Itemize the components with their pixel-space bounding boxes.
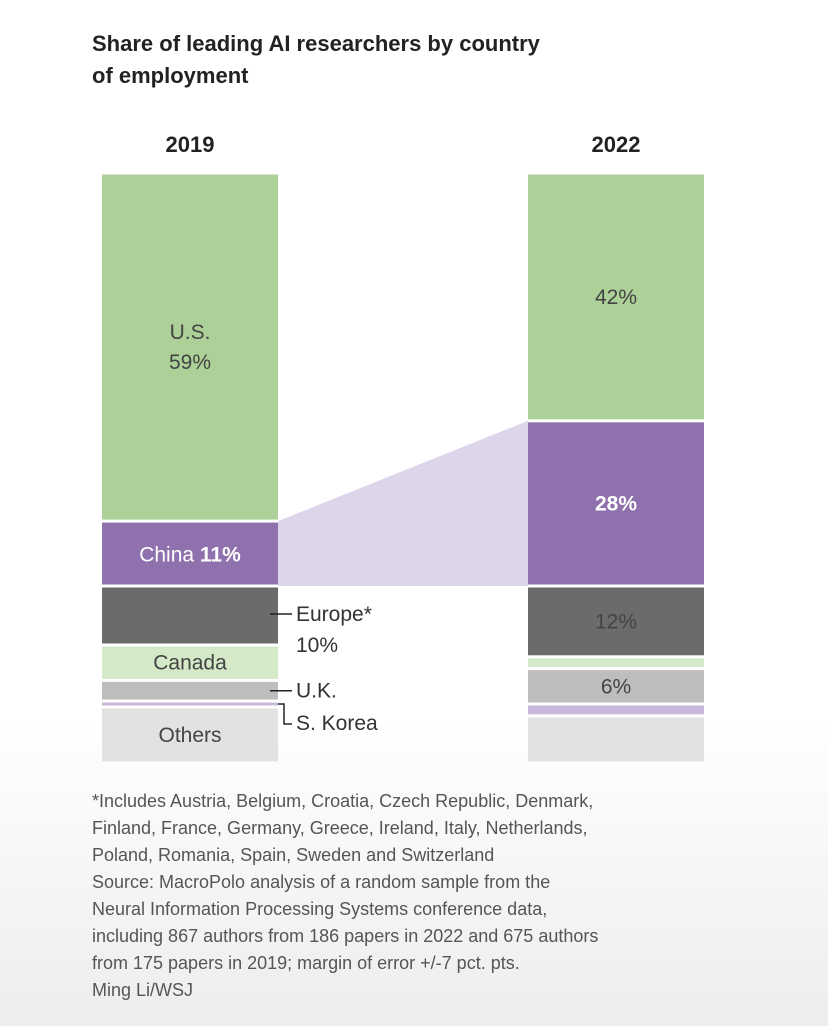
source-line: Neural Information Processing Systems co… bbox=[92, 899, 548, 919]
segment-label-2022-europe: 12% bbox=[595, 610, 637, 633]
footnote-line: Poland, Romania, Spain, Sweden and Switz… bbox=[92, 845, 495, 865]
bar-segment-2022-china bbox=[528, 422, 704, 585]
segment-label-2019-u-s: U.S. bbox=[170, 321, 211, 344]
credit-line: Ming Li/WSJ bbox=[92, 980, 194, 1000]
bar-segment-2019-europe bbox=[102, 587, 278, 644]
annotation-u-k-0: U.K. bbox=[296, 680, 337, 703]
bar-segment-2022-europe bbox=[528, 587, 704, 656]
segment-label-2022-u-s: 42% bbox=[595, 286, 637, 309]
chart-title: Share of leading AI researchers by count… bbox=[92, 28, 692, 92]
leader-line-s-korea bbox=[278, 703, 292, 725]
bar-segment-2022-others bbox=[528, 717, 704, 762]
stacked-bar-chart: 2019 2022 U.S. 59% China 11% Canada Others 42% 2… bbox=[102, 132, 704, 762]
bar-segment-2019-canada bbox=[102, 646, 278, 679]
segment-label-2022-u-k: 6% bbox=[601, 675, 631, 698]
source-line: from 175 papers in 2019; margin of error… bbox=[92, 953, 520, 973]
bar-segment-2019-china bbox=[102, 522, 278, 585]
chart-title-line: Share of leading AI researchers by count… bbox=[92, 31, 540, 56]
annotation-europe-0: Europe* bbox=[296, 603, 372, 626]
segment-label-2019-u-s: 59% bbox=[169, 351, 211, 374]
bar-segment-2019-others bbox=[102, 708, 278, 762]
segment-label-2019-china: China 11% bbox=[139, 544, 241, 567]
footnote-line: *Includes Austria, Belgium, Croatia, Cze… bbox=[92, 791, 594, 811]
bar-segment-2019-s-korea bbox=[102, 702, 278, 706]
bar-segment-2019-u-k bbox=[102, 681, 278, 700]
annotation-s-korea: S. Korea bbox=[296, 712, 378, 735]
segment-label-2022-china: 28% bbox=[595, 492, 637, 515]
china-connector-band bbox=[278, 420, 528, 586]
segment-label-2019-canada: Canada bbox=[153, 652, 227, 675]
chart-title-line: of employment bbox=[92, 63, 249, 88]
bar-segment-2022-canada bbox=[528, 658, 704, 668]
segment-label-2019-others: Others bbox=[158, 724, 221, 747]
source-line: including 867 authors from 186 papers in… bbox=[92, 926, 599, 946]
bar-segment-2019-u-s bbox=[102, 174, 278, 520]
bar-segment-2022-s-korea bbox=[528, 705, 704, 715]
year-label-2022: 2022 bbox=[592, 132, 641, 157]
annotation-europe-1: 10% bbox=[296, 634, 338, 657]
chart-footnote: *Includes Austria, Belgium, Croatia, Cze… bbox=[92, 788, 792, 1004]
bar-segment-2022-u-k bbox=[528, 670, 704, 703]
year-label-2019: 2019 bbox=[166, 132, 215, 157]
footnote-line: Finland, France, Germany, Greece, Irelan… bbox=[92, 818, 588, 838]
source-line: Source: MacroPolo analysis of a random s… bbox=[92, 872, 551, 892]
bar-segment-2022-u-s bbox=[528, 174, 704, 420]
